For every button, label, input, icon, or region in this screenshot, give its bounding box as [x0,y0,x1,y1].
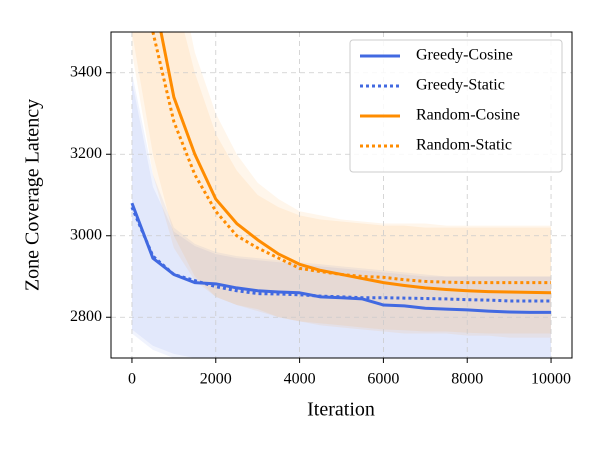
lines [130,32,552,314]
x-tick-label: 4000 [284,371,316,388]
legend-label: Greedy-Static [416,77,505,94]
series-line [130,206,552,303]
y-tick-label: 3400 [70,63,102,80]
confidence-band [131,32,552,334]
plot-frame [110,31,573,359]
y-tick-label: 3200 [70,145,102,162]
x-axis-label: Iteration [307,399,375,421]
confidence-band [131,32,552,338]
legend-label: Greedy-Cosine [416,47,513,64]
legend-box [349,39,563,173]
legend: Greedy-Cosine Greedy-Static Random-Cosine R… [349,39,563,173]
y-tick-label: 3000 [70,226,102,243]
y-tick-label: 2800 [70,308,102,325]
x-tick-label: 10000 [531,371,571,388]
legend-label: Random-Static [416,137,512,154]
legend-label: Random-Cosine [416,107,520,124]
axes: 0 2000 4000 6000 8000 10000 2800 3000 3200 3400 [70,63,571,387]
series-line [151,32,552,285]
y-axis-label: Zone Coverage Latency [22,99,44,291]
x-tick-label: 6000 [367,371,399,388]
x-tick-label: 8000 [451,371,483,388]
x-tick-label: 0 [128,371,136,388]
x-tick-label: 2000 [200,371,232,388]
